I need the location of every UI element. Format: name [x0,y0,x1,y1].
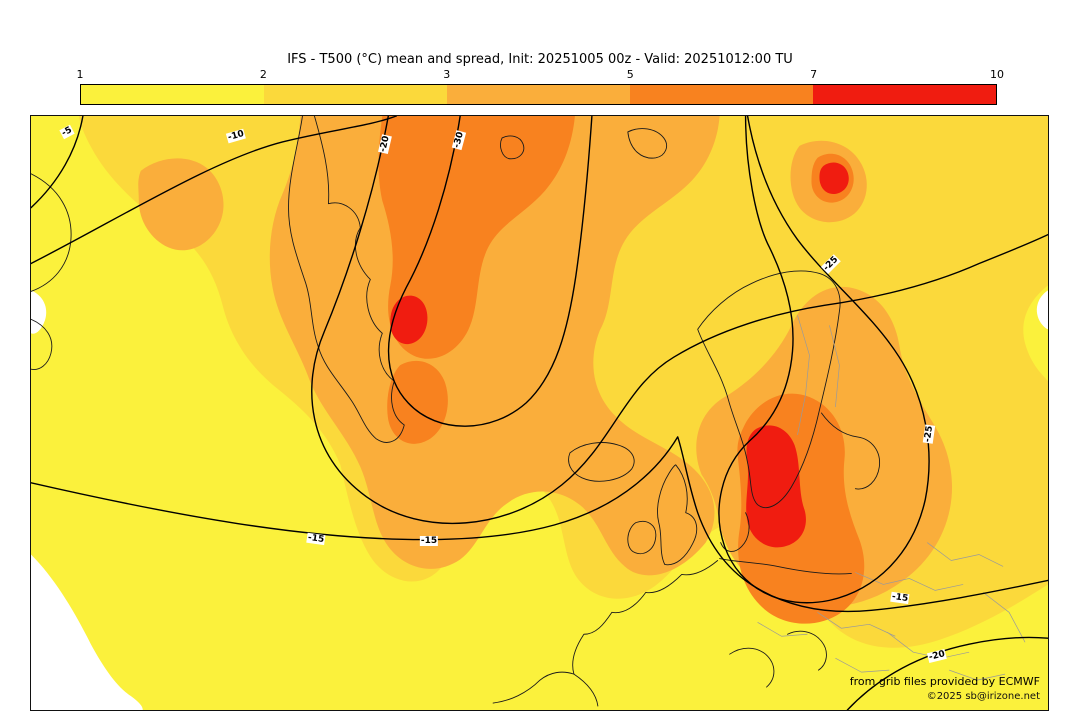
coastline [729,647,775,688]
map-overlay: from grib files provided by ECMWF ©2025 … [31,116,1048,710]
colorbar-tick: 1 [76,68,84,81]
country-border [757,621,808,637]
mean-contour-minus25 [718,116,930,604]
contour-label: -15 [419,536,439,546]
mean-contour-minus10 [31,116,397,265]
attribution-ecmwf: from grib files provided by ECMWF [849,675,1040,688]
contour-label: -15 [306,532,326,546]
colorbar-ticks: 1 2 3 5 7 10 [76,68,1005,81]
colorbar-segment [813,85,996,104]
contour-label: -25 [821,254,841,274]
contour-label: -30 [451,129,467,151]
contour-label: -10 [225,128,247,144]
spread-level5-region [819,162,849,195]
colorbar-segment [81,85,264,104]
mean-contour-minus20-southeast [846,636,1048,710]
coastline-layer [31,116,880,707]
mean-contour-layer [31,116,1048,710]
coastline [568,442,635,482]
country-border [829,325,840,408]
spread-level3-region [138,158,224,251]
mean-contour-minus15 [31,436,1048,613]
coastline [627,520,657,555]
country-border [817,612,896,637]
mean-contour-minus30 [387,116,593,427]
contour-label: -20 [378,133,392,155]
chart-title: IFS - T500 (°C) mean and spread, Init: 2… [287,52,793,67]
contour-label: -25 [922,424,936,444]
country-border [927,542,1004,567]
contour-label: -5 [59,124,75,140]
coastline [820,412,880,490]
spread-level5-region [746,425,806,548]
coastline [492,671,575,704]
colorbar-tick: 5 [626,68,634,81]
mean-contour-minus5 [31,116,84,209]
coastline [719,558,852,575]
spread-level3-region [269,116,720,576]
spread-below1-region [31,290,47,334]
colorbar [80,84,997,105]
attribution: from grib files provided by ECMWF ©2025 … [850,675,1040,702]
colorbar-segment [447,85,630,104]
spread-below1-region [1036,290,1048,330]
map-svg [31,116,1048,710]
coastline [657,464,698,566]
spread-level5-region [390,295,428,345]
contour-label: -15 [890,591,910,605]
colorbar-tick: 3 [443,68,451,81]
attribution-copyright: ©2025 sb@irizone.net [926,691,1040,702]
coastline [627,128,667,159]
country-border [982,592,1026,643]
country-border [835,657,890,673]
colorbar-tick: 2 [259,68,267,81]
contour-label: -20 [926,648,948,664]
spread-below1-region [31,554,143,710]
spread-level4-region [378,116,575,359]
colorbar-segment [630,85,813,104]
country-border [949,669,1006,681]
coastline [697,270,841,509]
mean-contour-minus20 [311,116,1048,525]
coastline [500,135,525,160]
country-border [797,315,810,435]
coastline [31,318,53,370]
weather-map: from grib files provided by ECMWF ©2025 … [30,115,1049,711]
coastline [787,630,827,671]
coastline [288,116,405,443]
colorbar-tick: 7 [810,68,818,81]
coastline [31,173,72,292]
colorbar-segment [264,85,447,104]
colorbar-tick: 10 [990,68,1004,81]
